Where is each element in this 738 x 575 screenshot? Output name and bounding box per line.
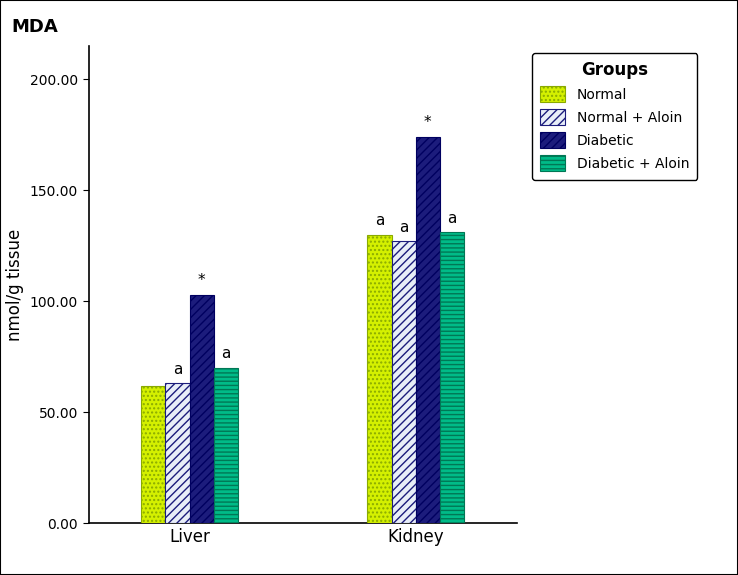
Text: a: a: [447, 211, 457, 226]
Text: a: a: [173, 362, 182, 377]
Text: a: a: [399, 220, 408, 235]
Bar: [440, 232, 464, 523]
Bar: [368, 235, 391, 523]
Y-axis label: nmol/g tissue: nmol/g tissue: [7, 228, 24, 341]
Bar: [165, 384, 190, 523]
Bar: [214, 368, 238, 523]
Text: MDA: MDA: [12, 18, 58, 36]
Text: a: a: [375, 213, 384, 228]
Bar: [415, 137, 440, 523]
Text: *: *: [198, 273, 205, 288]
Legend: Normal, Normal + Aloin, Diabetic, Diabetic + Aloin: Normal, Normal + Aloin, Diabetic, Diabet…: [532, 53, 697, 179]
Bar: [190, 294, 214, 523]
Bar: [141, 386, 165, 523]
Text: *: *: [424, 116, 432, 131]
Text: a: a: [221, 346, 230, 361]
Bar: [391, 242, 415, 523]
